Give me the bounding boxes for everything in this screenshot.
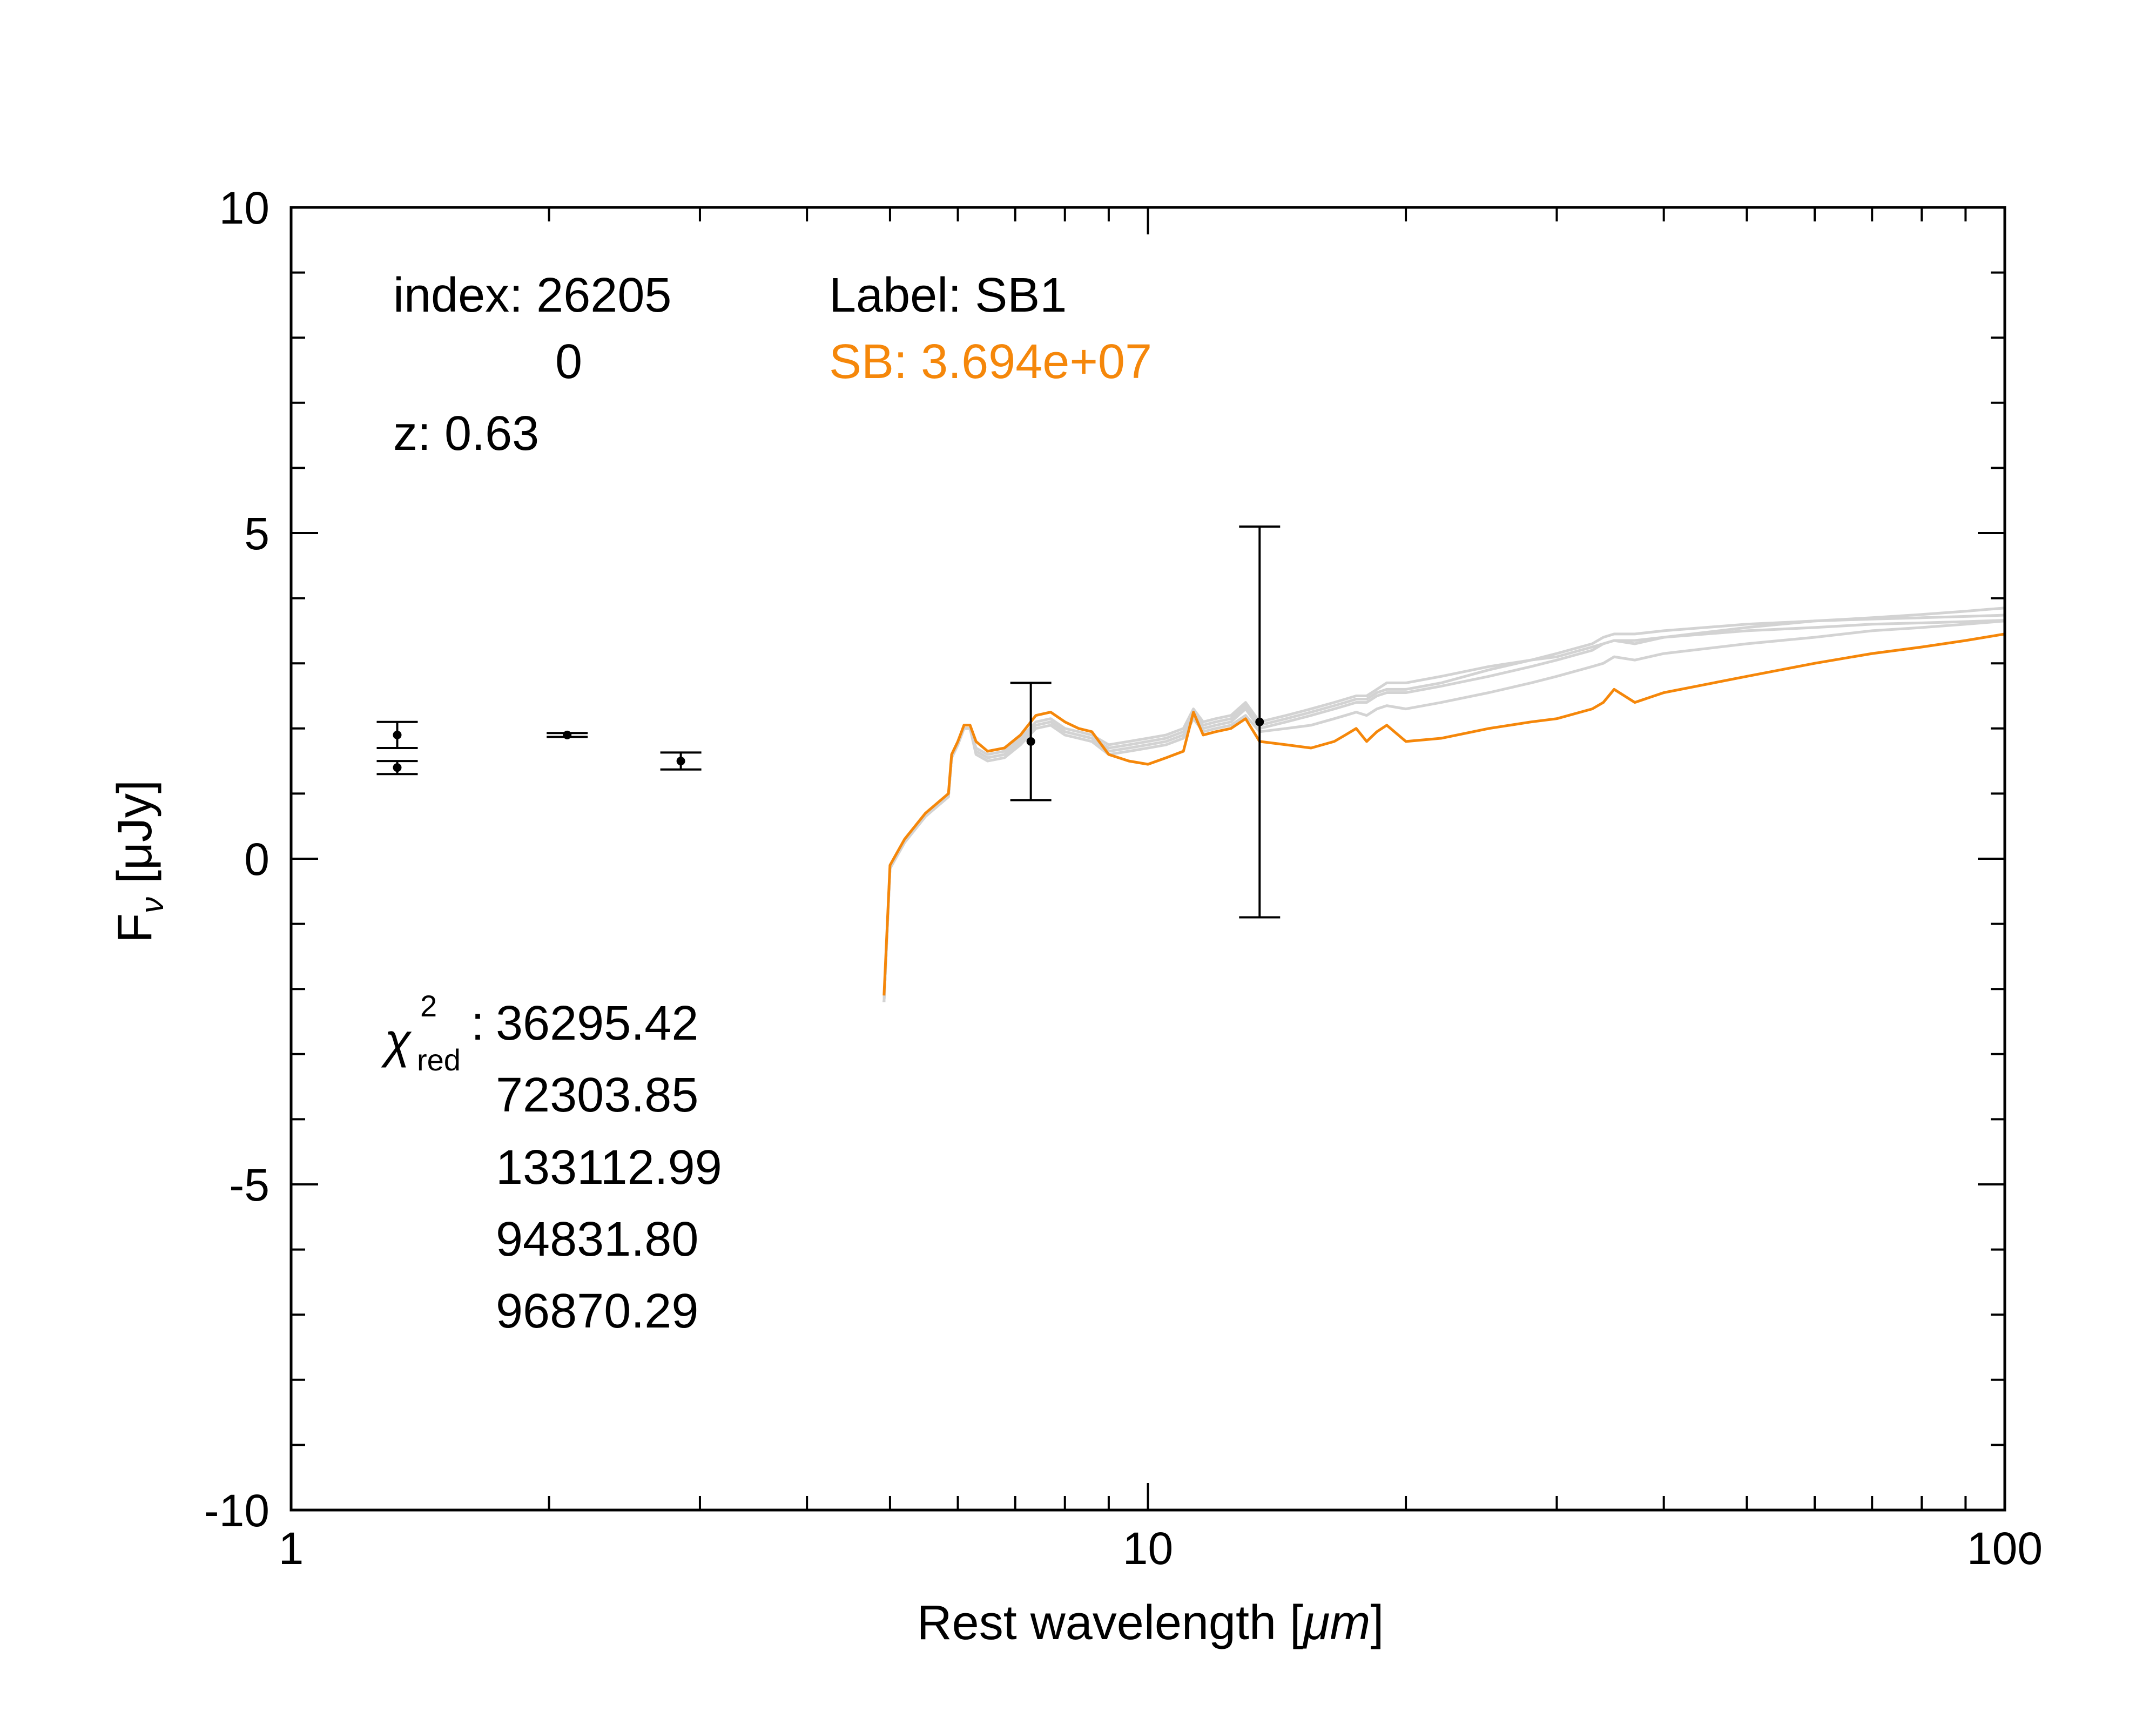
y-tick-label: 0 [244,834,270,885]
observed-point [1010,682,1052,801]
y-tick-label: -5 [229,1160,270,1210]
x-axis-title-unit: μm [1302,1596,1370,1650]
x-axis-title-prefix: Rest wavelength [ [917,1596,1303,1650]
x-axis-title-suffix: ] [1370,1596,1384,1650]
data-point [563,730,572,739]
data-point [1026,737,1035,746]
chi-value-5: 96870.29 [496,1284,698,1338]
observed-point [376,720,418,749]
annotation-redshift: z: 0.63 [393,407,539,461]
chi-value-1: 36295.42 [496,996,698,1050]
plot-frame [289,206,2006,1512]
annotation-label: Label: SB1 [829,268,1067,322]
chi-superscript: 2 [420,989,437,1023]
annotation-index: index: 26205 [393,268,671,322]
x-tick-label: 10 [1123,1523,1173,1574]
observed-point [547,730,588,739]
annotation-index-second: 0 [555,335,582,389]
chi-value-4: 94831.80 [496,1212,698,1266]
annotations: index: 26205 0 z: 0.63 Label: SB1 SB: 3.… [381,268,1152,1338]
data-point [1255,717,1264,726]
chi-symbol: χ [381,1014,412,1068]
data-point [393,763,402,772]
y-tick-label: -10 [204,1485,270,1536]
x-tick-label: 1 [279,1523,304,1574]
observed-points [376,525,1281,919]
y-tick-label: 5 [244,508,270,559]
observed-point [660,751,702,771]
model-fit-line [882,614,2005,1002]
data-point [393,730,402,739]
model-fit-lines [882,607,2005,1002]
chi-value-2: 72303.85 [496,1068,698,1122]
data-point [676,757,685,766]
annotation-sb: SB: 3.694e+07 [829,335,1152,389]
y-axis-title-prefix: F [108,913,162,943]
observed-point [376,760,418,776]
x-tick-label: 100 [1967,1523,2043,1574]
chi-colon: : [471,996,484,1050]
axes: 10 5 0 -5 -101 10 100 [204,183,2043,1574]
observed-point [1239,525,1281,919]
chi-subscript: red [417,1043,461,1077]
chi-square-block: χ 2 red : 36295.42 72303.85 133112.99 94… [381,989,722,1338]
y-axis-title-sub: ν [134,897,170,913]
y-tick-label: 10 [219,183,270,233]
best-fit-line [882,632,2005,996]
y-axis-title-unit: [μJy] [108,780,162,897]
x-axis-title: Rest wavelength [μm] [917,1596,1384,1650]
y-axis-title: Fν [μJy] [108,780,170,943]
chi-value-3: 133112.99 [496,1141,722,1195]
